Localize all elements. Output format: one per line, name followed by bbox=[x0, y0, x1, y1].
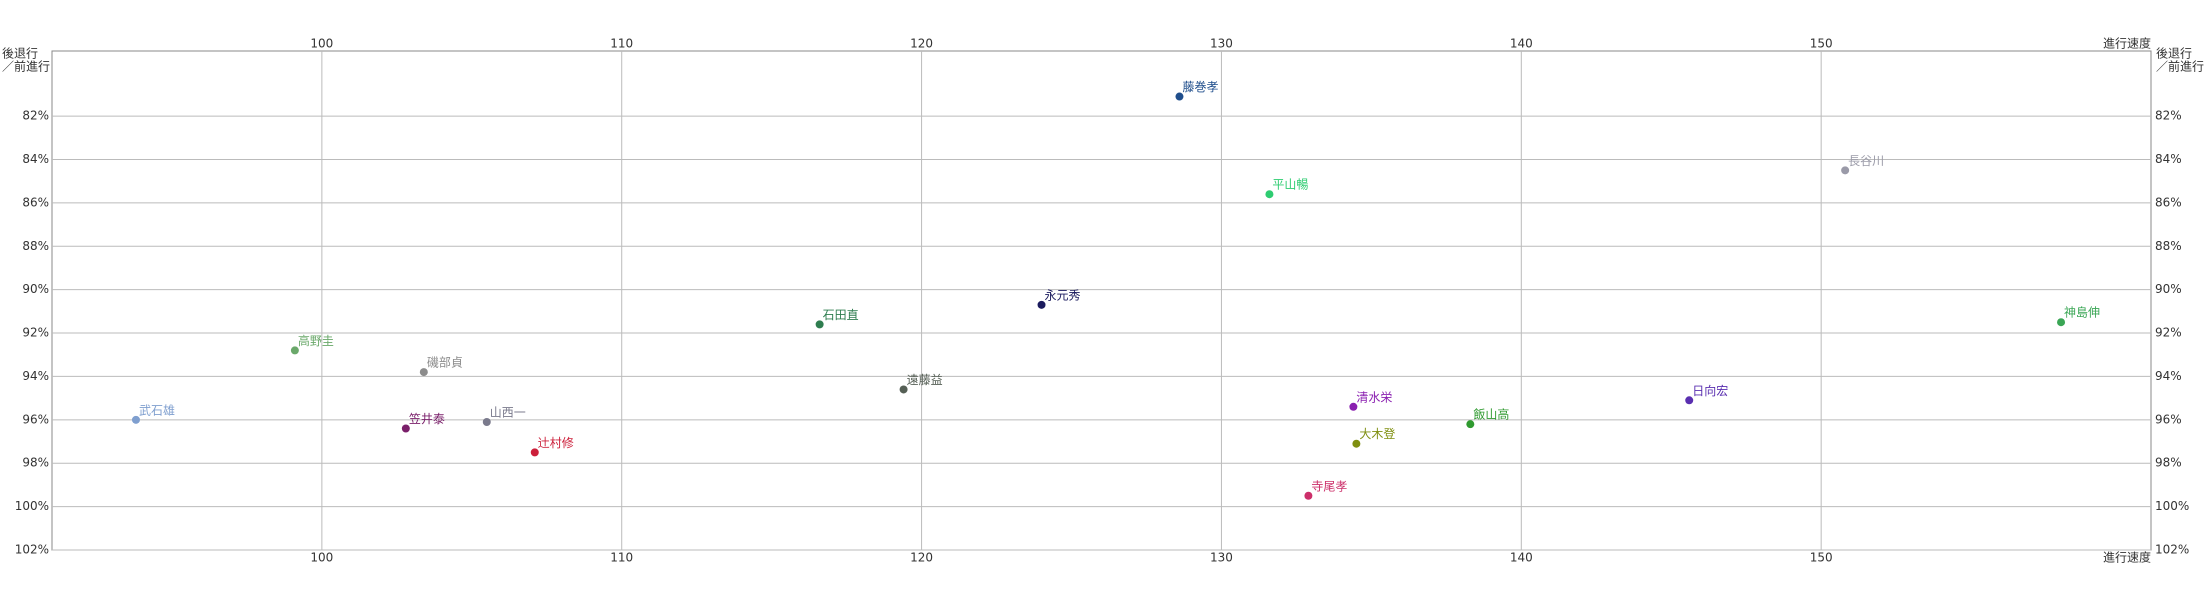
point bbox=[2057, 318, 2066, 327]
point-label: 石田直 bbox=[823, 308, 859, 322]
y-tick-label: 96% bbox=[2155, 412, 2182, 426]
point bbox=[1037, 300, 1046, 309]
point-label: 長谷川 bbox=[1848, 154, 1884, 168]
point bbox=[1304, 491, 1313, 500]
point bbox=[290, 346, 299, 355]
y-axis-label: 後退行 bbox=[2, 47, 38, 61]
y-tick-label: 82% bbox=[22, 109, 49, 123]
point bbox=[530, 448, 539, 457]
y-axis-label: ／前進行 bbox=[2, 59, 50, 74]
plot-frame bbox=[51, 50, 2152, 551]
point bbox=[482, 417, 491, 426]
point bbox=[899, 385, 908, 394]
y-tick-label: 92% bbox=[22, 326, 49, 340]
y-tick-label: 102% bbox=[2155, 543, 2189, 557]
point-label: 平山暢 bbox=[1272, 178, 1308, 192]
point-label: 永元秀 bbox=[1045, 288, 1081, 302]
y-tick-label: 92% bbox=[2155, 326, 2182, 340]
point-label: 日向宏 bbox=[1692, 383, 1728, 398]
x-tick-label: 100 bbox=[310, 37, 333, 51]
y-axis-label: 後退行 bbox=[2156, 47, 2192, 61]
point-label: 飯山高 bbox=[1473, 407, 1509, 422]
x-tick-label: 100 bbox=[310, 551, 333, 565]
x-tick-label: 110 bbox=[610, 37, 633, 51]
y-tick-label: 96% bbox=[22, 412, 49, 426]
point-label: 清水栄 bbox=[1356, 390, 1392, 404]
point-label: 大木登 bbox=[1359, 426, 1395, 441]
point bbox=[419, 368, 428, 377]
y-tick-label: 88% bbox=[2155, 239, 2182, 253]
point bbox=[815, 320, 824, 329]
y-tick-label: 90% bbox=[22, 282, 49, 296]
point bbox=[401, 424, 410, 433]
y-tick-label: 84% bbox=[2155, 152, 2182, 166]
x-tick-label: 140 bbox=[1510, 551, 1533, 565]
point bbox=[1685, 396, 1694, 405]
x-tick-label: 120 bbox=[910, 551, 933, 565]
y-tick-label: 90% bbox=[2155, 282, 2182, 296]
point bbox=[1466, 420, 1475, 429]
point bbox=[131, 415, 140, 424]
point-label: 山西一 bbox=[490, 405, 526, 419]
point bbox=[1349, 402, 1358, 411]
point-label: 寺尾孝 bbox=[1311, 479, 1347, 493]
y-tick-label: 86% bbox=[22, 195, 49, 209]
point-label: 武石雄 bbox=[139, 402, 175, 417]
y-tick-label: 94% bbox=[2155, 369, 2182, 383]
point-label: 神島伸 bbox=[2064, 305, 2100, 320]
x-tick-label: 110 bbox=[610, 551, 633, 565]
y-tick-label: 82% bbox=[2155, 109, 2182, 123]
x-axis-label: 進行速度 bbox=[2103, 550, 2151, 565]
x-tick-label: 130 bbox=[1210, 551, 1233, 565]
point-label: 遠藤益 bbox=[907, 373, 943, 387]
x-axis-label: 進行速度 bbox=[2103, 36, 2151, 51]
x-tick-label: 120 bbox=[910, 37, 933, 51]
y-tick-label: 84% bbox=[22, 152, 49, 166]
y-tick-label: 100% bbox=[15, 499, 49, 513]
x-tick-label: 140 bbox=[1510, 37, 1533, 51]
point bbox=[1265, 190, 1274, 199]
x-tick-label: 150 bbox=[1810, 551, 1833, 565]
y-tick-label: 94% bbox=[22, 369, 49, 383]
point bbox=[1841, 166, 1850, 175]
y-tick-label: 98% bbox=[2155, 456, 2182, 470]
point-label: 磯部貞 bbox=[427, 355, 463, 370]
y-tick-label: 88% bbox=[22, 239, 49, 253]
y-tick-label: 102% bbox=[15, 543, 49, 557]
point bbox=[1352, 439, 1361, 448]
point-label: 笠井泰 bbox=[409, 411, 445, 426]
y-tick-label: 98% bbox=[22, 456, 49, 470]
point bbox=[1175, 92, 1184, 101]
point-label: 辻村修 bbox=[538, 435, 574, 450]
y-tick-label: 86% bbox=[2155, 195, 2182, 209]
x-tick-label: 150 bbox=[1810, 37, 1833, 51]
y-axis-label: ／前進行 bbox=[2156, 59, 2204, 74]
y-tick-label: 100% bbox=[2155, 499, 2189, 513]
point-label: 高野圭 bbox=[298, 333, 334, 348]
point-label: 藤巻孝 bbox=[1182, 80, 1218, 94]
x-tick-label: 130 bbox=[1210, 37, 1233, 51]
